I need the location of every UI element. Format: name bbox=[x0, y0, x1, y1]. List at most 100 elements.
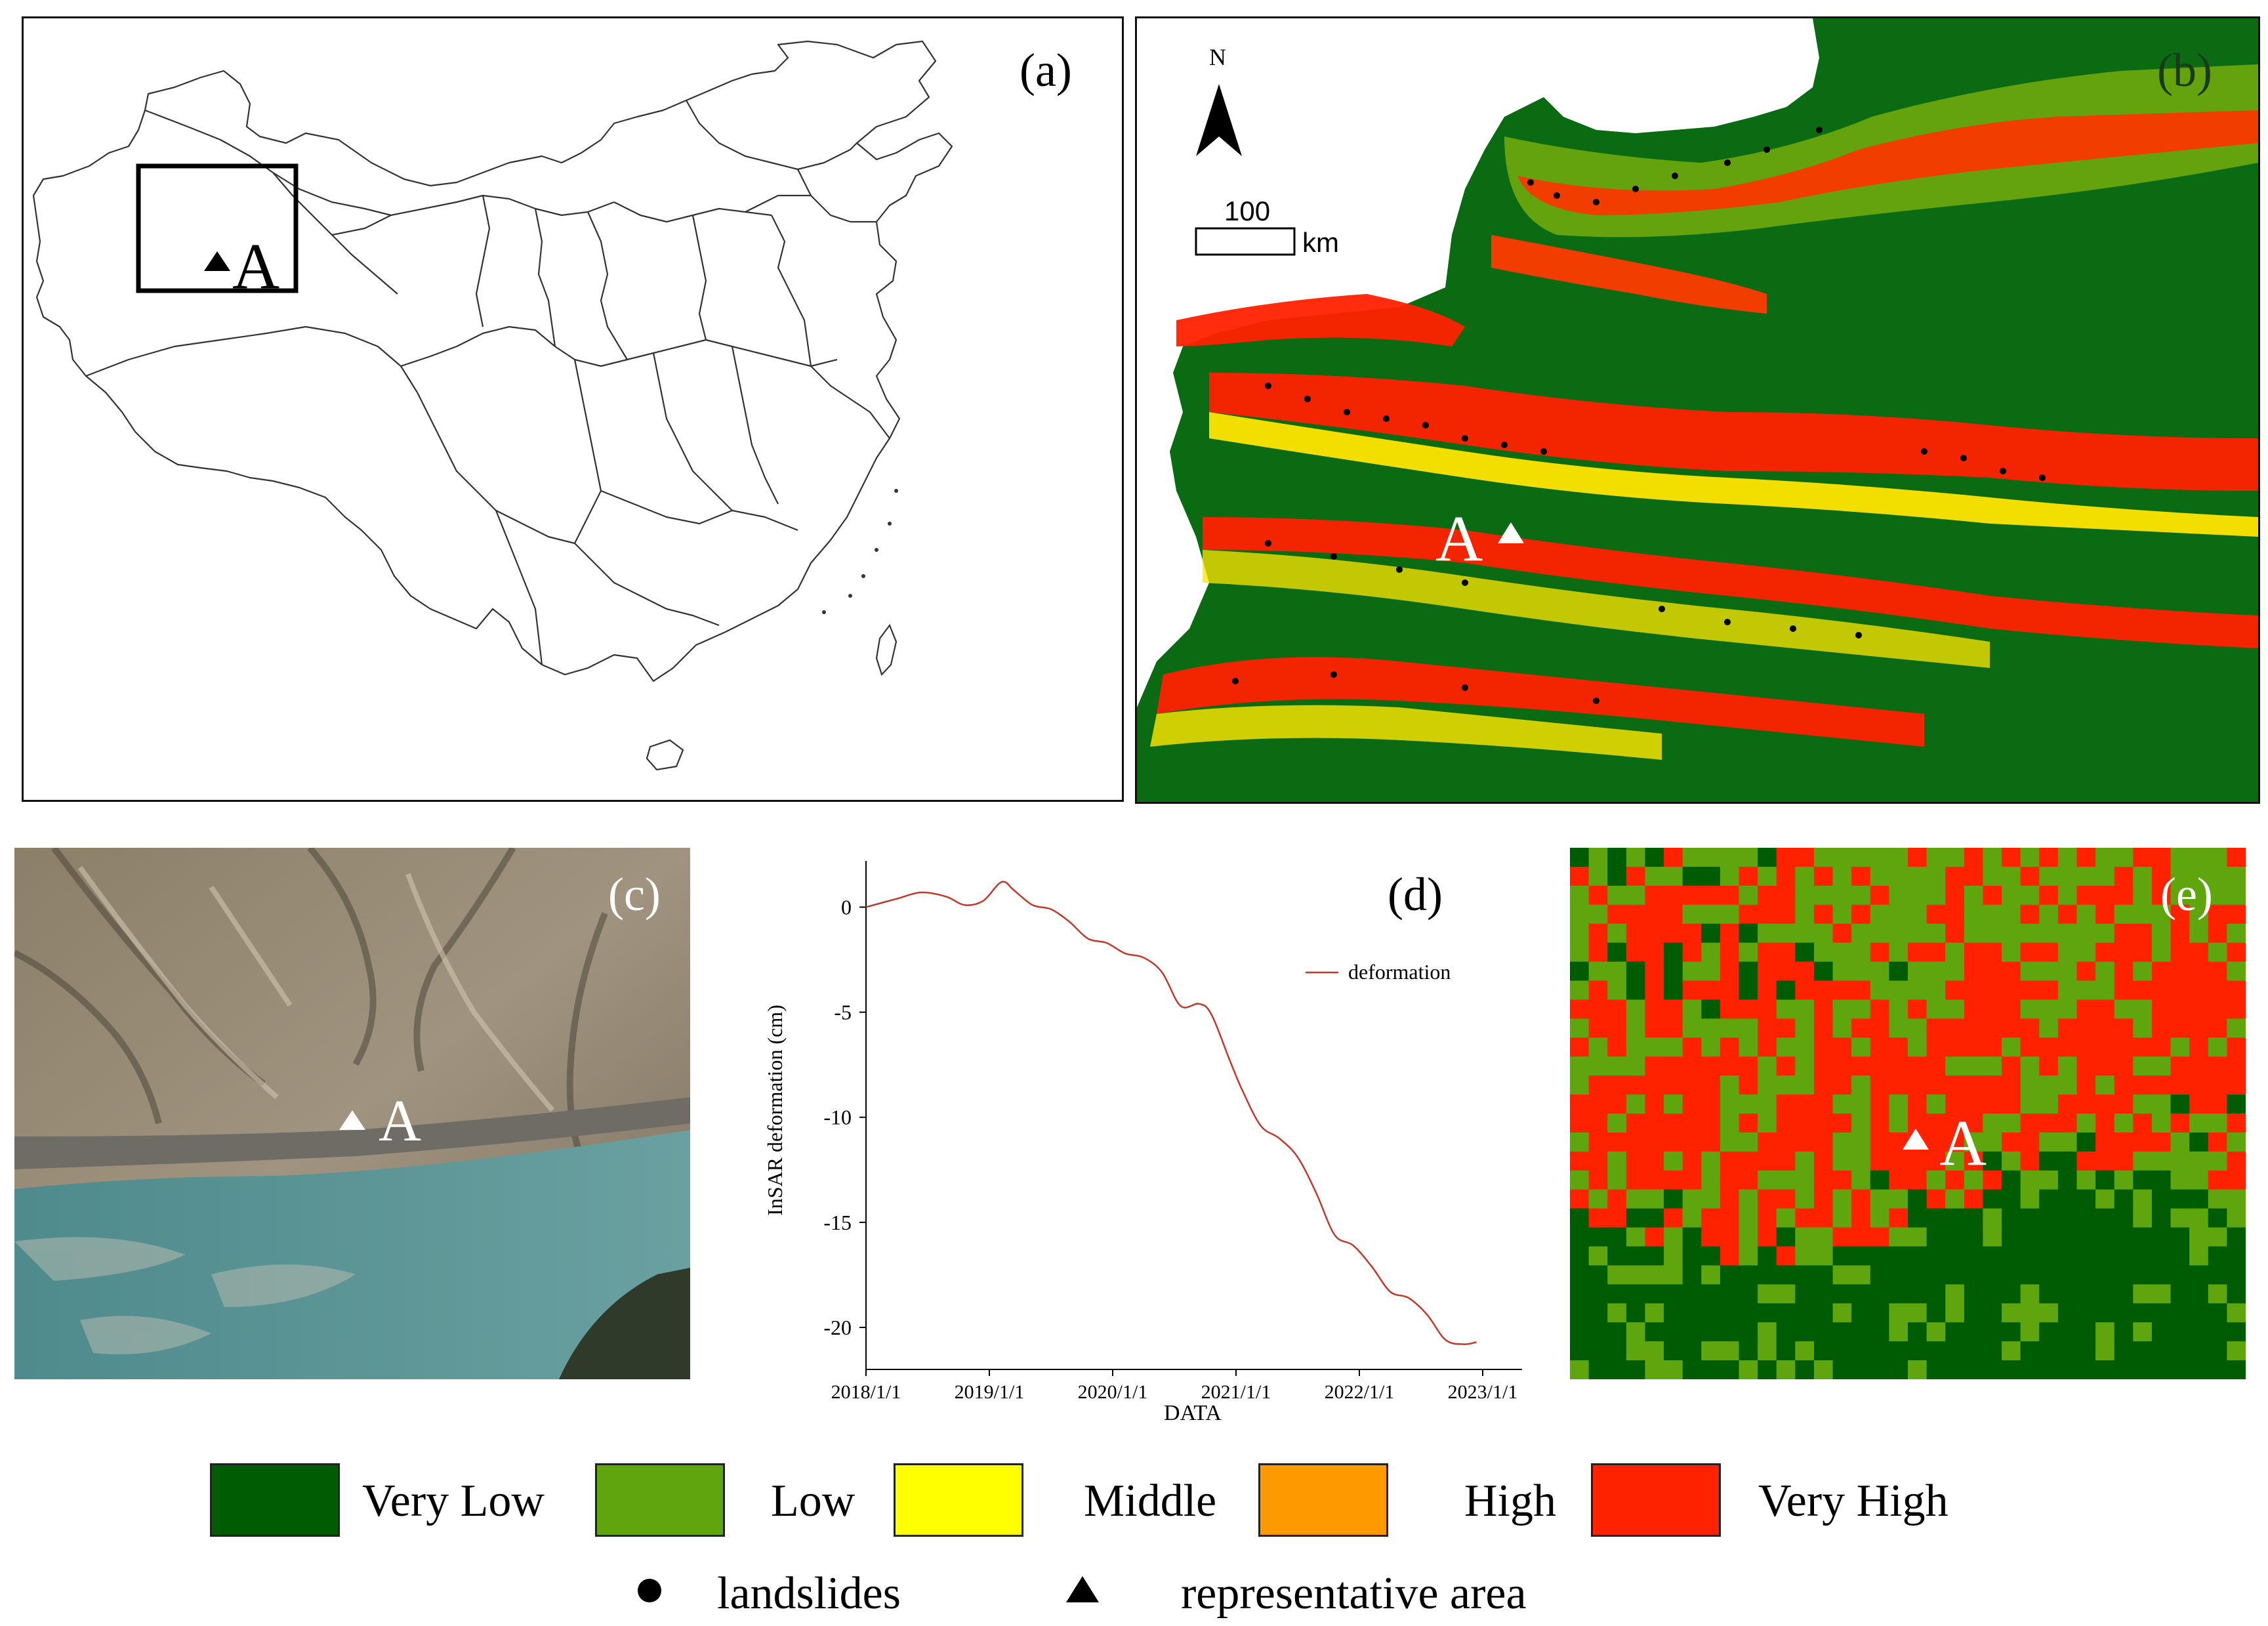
raster-cell bbox=[1983, 1018, 2002, 1038]
raster-cell bbox=[2151, 866, 2172, 886]
raster-cell bbox=[2189, 1341, 2209, 1361]
raster-cell bbox=[2076, 1303, 2096, 1323]
raster-cell bbox=[1964, 1075, 1984, 1095]
raster-cell bbox=[1908, 1265, 1928, 1285]
raster-cell bbox=[1870, 1265, 1889, 1285]
raster-cell bbox=[1870, 1341, 1889, 1361]
raster-cell bbox=[1870, 1208, 1889, 1228]
raster-cell bbox=[2189, 866, 2209, 886]
raster-cell bbox=[1964, 885, 1984, 906]
raster-cell bbox=[1607, 1189, 1627, 1209]
raster-cell bbox=[2057, 1037, 2078, 1057]
raster-cell bbox=[1701, 1360, 1721, 1379]
raster-cell bbox=[2020, 848, 2040, 867]
y-tick-label: -20 bbox=[823, 1316, 852, 1339]
raster-cell bbox=[1758, 980, 1777, 1001]
raster-cell bbox=[1588, 904, 1608, 925]
raster-cell bbox=[1926, 1114, 1946, 1133]
raster-cell bbox=[2133, 980, 2153, 1001]
raster-cell bbox=[1739, 885, 1758, 906]
deformation-line-chart: 0 -5 -10 -15 -20 2018/1/1 2019/1/1 2020/1/1 202… bbox=[763, 861, 1522, 1425]
raster-cell bbox=[1645, 999, 1664, 1019]
raster-cell bbox=[1607, 980, 1627, 1001]
raster-cell bbox=[2151, 1360, 2172, 1379]
raster-cell bbox=[2189, 1227, 2209, 1247]
panel-b-label: (b) bbox=[2157, 44, 2212, 96]
raster-cell bbox=[1588, 1132, 1608, 1152]
china-outline-map bbox=[32, 40, 953, 771]
raster-cell bbox=[1758, 961, 1777, 982]
raster-cell bbox=[2020, 1037, 2040, 1057]
raster-cell bbox=[1795, 1132, 1815, 1152]
raster-cell bbox=[1832, 1114, 1852, 1133]
raster-cell bbox=[1588, 1170, 1608, 1190]
study-area-box bbox=[136, 163, 299, 293]
raster-cell bbox=[1851, 1303, 1871, 1323]
raster-cell bbox=[2133, 885, 2153, 906]
raster-cell bbox=[1682, 1151, 1702, 1171]
raster-cell bbox=[2170, 1151, 2190, 1171]
raster-cell bbox=[1926, 942, 1946, 963]
raster-cell bbox=[2208, 1341, 2227, 1361]
raster-cell bbox=[1570, 866, 1590, 886]
raster-cell bbox=[1682, 1189, 1702, 1209]
x-tick-label: 2018/1/1 bbox=[831, 1381, 901, 1403]
raster-cell bbox=[2039, 999, 2059, 1019]
raster-cell bbox=[1776, 1114, 1796, 1133]
raster-cell bbox=[2208, 1322, 2227, 1342]
raster-cell bbox=[2002, 1037, 2021, 1057]
raster-cell bbox=[2151, 1114, 2172, 1133]
raster-cell bbox=[2095, 1151, 2115, 1171]
raster-cell bbox=[1870, 1360, 1889, 1379]
raster-cell bbox=[2170, 885, 2190, 906]
raster-cell bbox=[1607, 1246, 1627, 1266]
raster-cell bbox=[1701, 1075, 1721, 1095]
raster-cell bbox=[1795, 1094, 1815, 1114]
raster-cell bbox=[2189, 1284, 2209, 1304]
raster-cell bbox=[1813, 942, 1834, 963]
raster-cell bbox=[1607, 1075, 1627, 1095]
raster-cell bbox=[2227, 1360, 2246, 1379]
raster-cell bbox=[2039, 1322, 2059, 1342]
raster-cell bbox=[1851, 1114, 1871, 1133]
y-tick-label: -15 bbox=[823, 1211, 852, 1234]
raster-cell bbox=[1776, 866, 1796, 886]
raster-cell bbox=[1720, 1284, 1740, 1304]
raster-cell bbox=[1570, 1114, 1590, 1133]
y-tick-label: -5 bbox=[834, 1001, 852, 1024]
raster-cell bbox=[2133, 1208, 2153, 1228]
raster-cell bbox=[1983, 1208, 2002, 1228]
raster-cell bbox=[1701, 942, 1721, 963]
raster-cell bbox=[1945, 1094, 1965, 1114]
raster-cell bbox=[1720, 848, 1740, 867]
raster-cell bbox=[1701, 1246, 1721, 1266]
raster-cell bbox=[1664, 1075, 1683, 1095]
raster-cell bbox=[1626, 1284, 1646, 1304]
raster-cell bbox=[2095, 1075, 2115, 1095]
raster-cell bbox=[1664, 1018, 1683, 1038]
raster-cell bbox=[2076, 1227, 2096, 1247]
raster-cell bbox=[1776, 923, 1796, 944]
raster-cell bbox=[2057, 1360, 2078, 1379]
raster-cell bbox=[2020, 923, 2040, 944]
raster-cell bbox=[1701, 980, 1721, 1001]
raster-cell bbox=[1570, 1056, 1590, 1076]
raster-cell bbox=[2114, 1246, 2134, 1266]
raster-cell bbox=[1664, 1189, 1683, 1209]
raster-cell bbox=[1945, 923, 1965, 944]
raster-cell bbox=[2057, 1018, 2078, 1038]
raster-cell bbox=[1720, 1094, 1740, 1114]
raster-cell bbox=[2151, 1303, 2172, 1323]
panel-d-label: (d) bbox=[1388, 868, 1443, 921]
representative-area-triangle bbox=[339, 1110, 365, 1130]
raster-cell bbox=[1908, 1322, 1928, 1342]
raster-cell bbox=[1851, 1246, 1871, 1266]
raster-cell bbox=[1645, 1284, 1664, 1304]
raster-cell bbox=[2133, 1056, 2153, 1076]
raster-cell bbox=[1701, 1341, 1721, 1361]
raster-cell bbox=[2208, 1094, 2227, 1114]
raster-cell bbox=[1851, 942, 1871, 963]
raster-cell bbox=[1983, 1360, 2002, 1379]
raster-cell bbox=[2020, 961, 2040, 982]
raster-cell bbox=[2057, 1208, 2078, 1228]
